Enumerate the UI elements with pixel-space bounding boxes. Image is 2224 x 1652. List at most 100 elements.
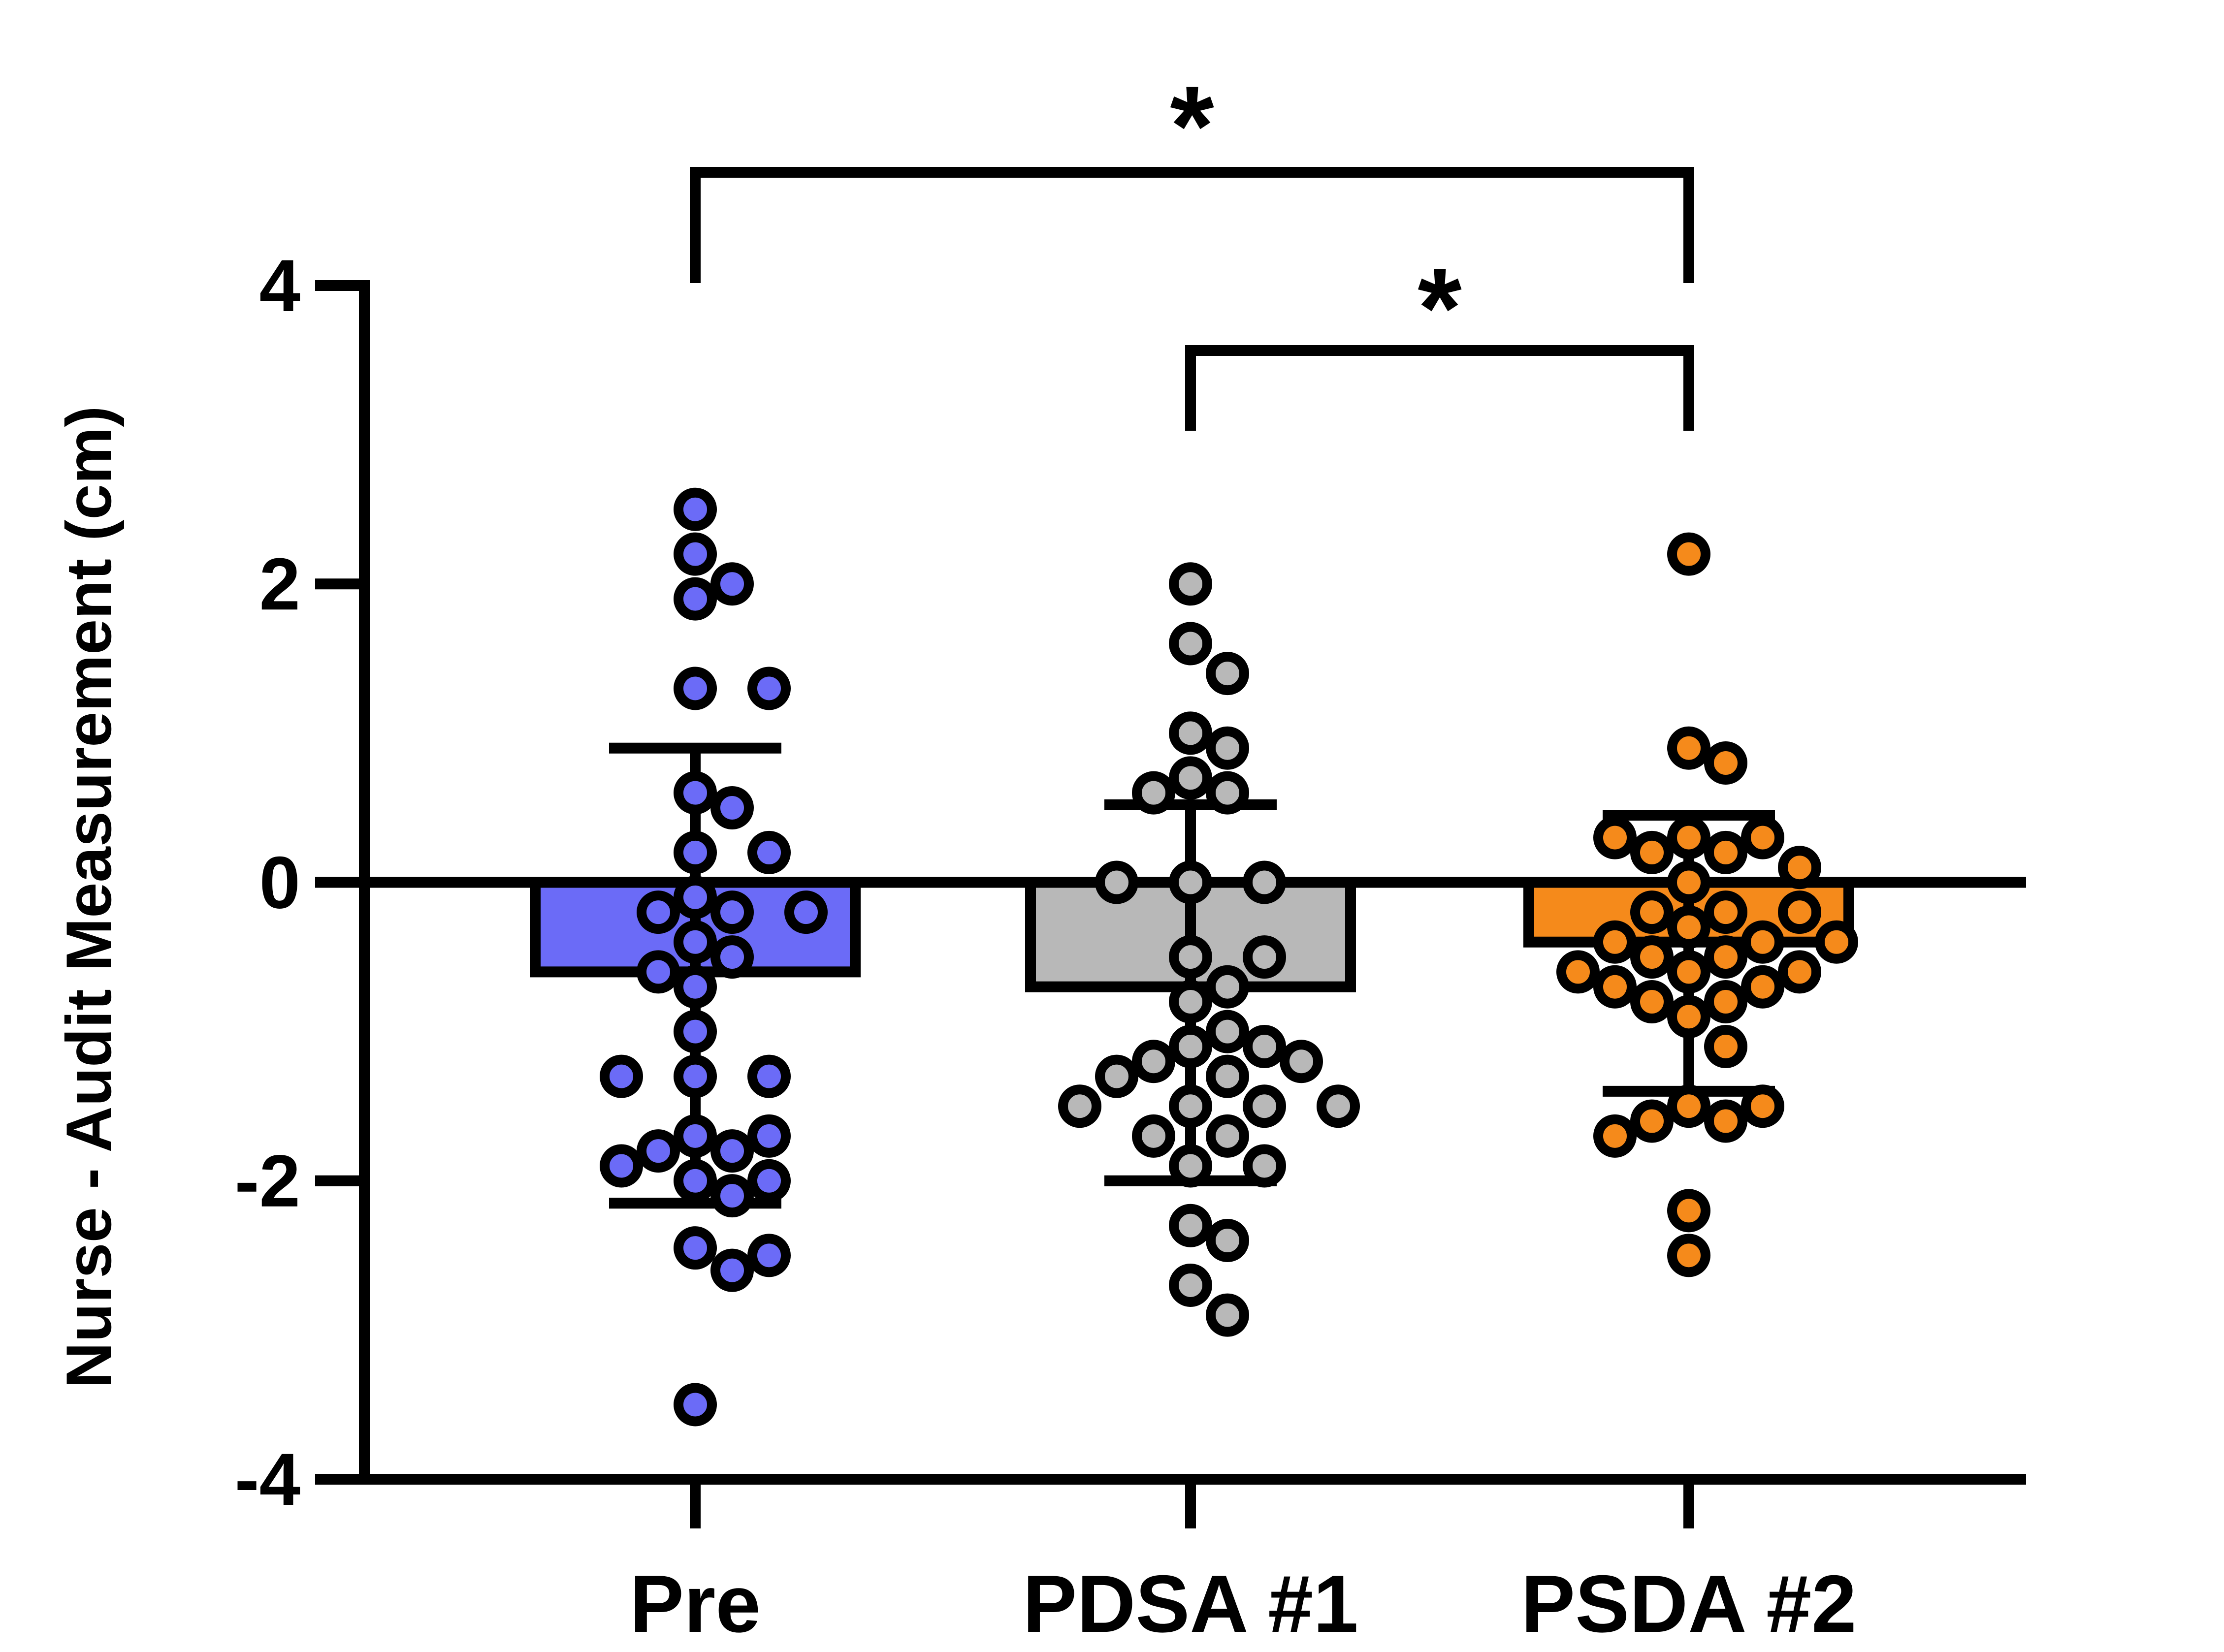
significance-star: * <box>1418 245 1462 371</box>
data-point <box>674 667 717 710</box>
data-point <box>1593 920 1637 964</box>
data-point <box>637 890 680 934</box>
data-point <box>674 577 717 621</box>
data-point <box>1704 935 1747 979</box>
data-point <box>1206 1010 1249 1053</box>
data-point <box>747 830 791 874</box>
data-point <box>1704 980 1747 1023</box>
data-point <box>1667 950 1710 994</box>
data-point <box>674 532 717 576</box>
data-point <box>747 1054 791 1098</box>
y-tick-label: 4 <box>259 244 300 327</box>
data-point <box>710 935 754 979</box>
y-axis-title: Nurse - Audit Measurement (cm) <box>53 406 125 1388</box>
data-point <box>637 950 680 994</box>
data-point <box>1243 1084 1286 1128</box>
data-point <box>1243 1144 1286 1188</box>
data-point <box>1741 1084 1784 1128</box>
data-point <box>1317 1084 1360 1128</box>
data-point <box>1206 965 1249 1009</box>
significance-bracket <box>1185 345 1694 431</box>
data-point <box>1593 816 1637 859</box>
data-point <box>674 830 717 874</box>
data-point <box>1206 726 1249 770</box>
data-point <box>600 1054 643 1098</box>
data-point <box>1593 965 1637 1009</box>
data-point <box>1169 1263 1212 1307</box>
data-point <box>674 920 717 964</box>
data-point <box>674 1383 717 1427</box>
data-point <box>674 487 717 531</box>
data-point <box>674 1114 717 1158</box>
data-point <box>747 1159 791 1203</box>
y-tick-label: 0 <box>259 841 300 924</box>
data-point <box>674 965 717 1009</box>
y-tick-label: -2 <box>235 1140 300 1222</box>
data-point <box>1169 1204 1212 1247</box>
data-point <box>1169 711 1212 755</box>
data-point <box>637 1129 680 1173</box>
data-point <box>1243 1024 1286 1068</box>
data-point <box>1815 920 1858 964</box>
data-point <box>1630 890 1674 934</box>
data-point <box>1132 1040 1175 1083</box>
data-point <box>1667 1234 1710 1277</box>
category-label: Pre <box>630 1558 761 1649</box>
data-point <box>1169 980 1212 1023</box>
significance-bracket <box>690 167 1694 283</box>
data-point <box>1169 860 1212 904</box>
data-point <box>674 1054 717 1098</box>
data-point <box>674 1226 717 1270</box>
data-point <box>1741 965 1784 1009</box>
data-point <box>1778 890 1821 934</box>
data-point <box>1206 1114 1249 1158</box>
data-point <box>1667 726 1710 770</box>
data-point <box>747 667 791 710</box>
data-point <box>1206 1219 1249 1262</box>
data-point <box>1169 1024 1212 1068</box>
data-point <box>1206 652 1249 696</box>
data-point <box>1667 1189 1710 1233</box>
data-point <box>710 1174 754 1218</box>
data-point <box>1741 816 1784 859</box>
data-point <box>1704 741 1747 785</box>
data-point <box>1169 622 1212 666</box>
data-point <box>1095 860 1138 904</box>
data-point <box>674 771 717 815</box>
data-point <box>710 1248 754 1292</box>
data-point <box>1667 905 1710 949</box>
data-point <box>1132 771 1175 815</box>
data-point <box>1243 935 1286 979</box>
data-point <box>1206 771 1249 815</box>
data-point <box>1704 830 1747 874</box>
data-point <box>747 1234 791 1277</box>
data-point <box>1280 1040 1323 1083</box>
data-point <box>1206 1293 1249 1337</box>
data-point <box>747 1114 791 1158</box>
data-point <box>710 562 754 606</box>
data-point <box>1630 1099 1674 1143</box>
data-point <box>1667 532 1710 576</box>
data-point <box>1667 1084 1710 1128</box>
data-point <box>1058 1084 1101 1128</box>
data-point <box>1169 562 1212 606</box>
data-point <box>674 1159 717 1203</box>
data-point <box>1630 980 1674 1023</box>
data-point <box>674 1010 717 1053</box>
data-point <box>1741 920 1784 964</box>
y-tick-label: -4 <box>235 1438 300 1521</box>
data-point <box>1169 1084 1212 1128</box>
data-point <box>1704 1024 1747 1068</box>
data-point <box>710 890 754 934</box>
data-point <box>1704 1099 1747 1143</box>
data-point <box>1206 1054 1249 1098</box>
data-point <box>1778 846 1821 890</box>
data-point <box>1630 830 1674 874</box>
data-point <box>784 890 828 934</box>
data-point <box>1132 1114 1175 1158</box>
data-point <box>1169 756 1212 800</box>
data-point <box>674 875 717 919</box>
data-point <box>1667 816 1710 859</box>
